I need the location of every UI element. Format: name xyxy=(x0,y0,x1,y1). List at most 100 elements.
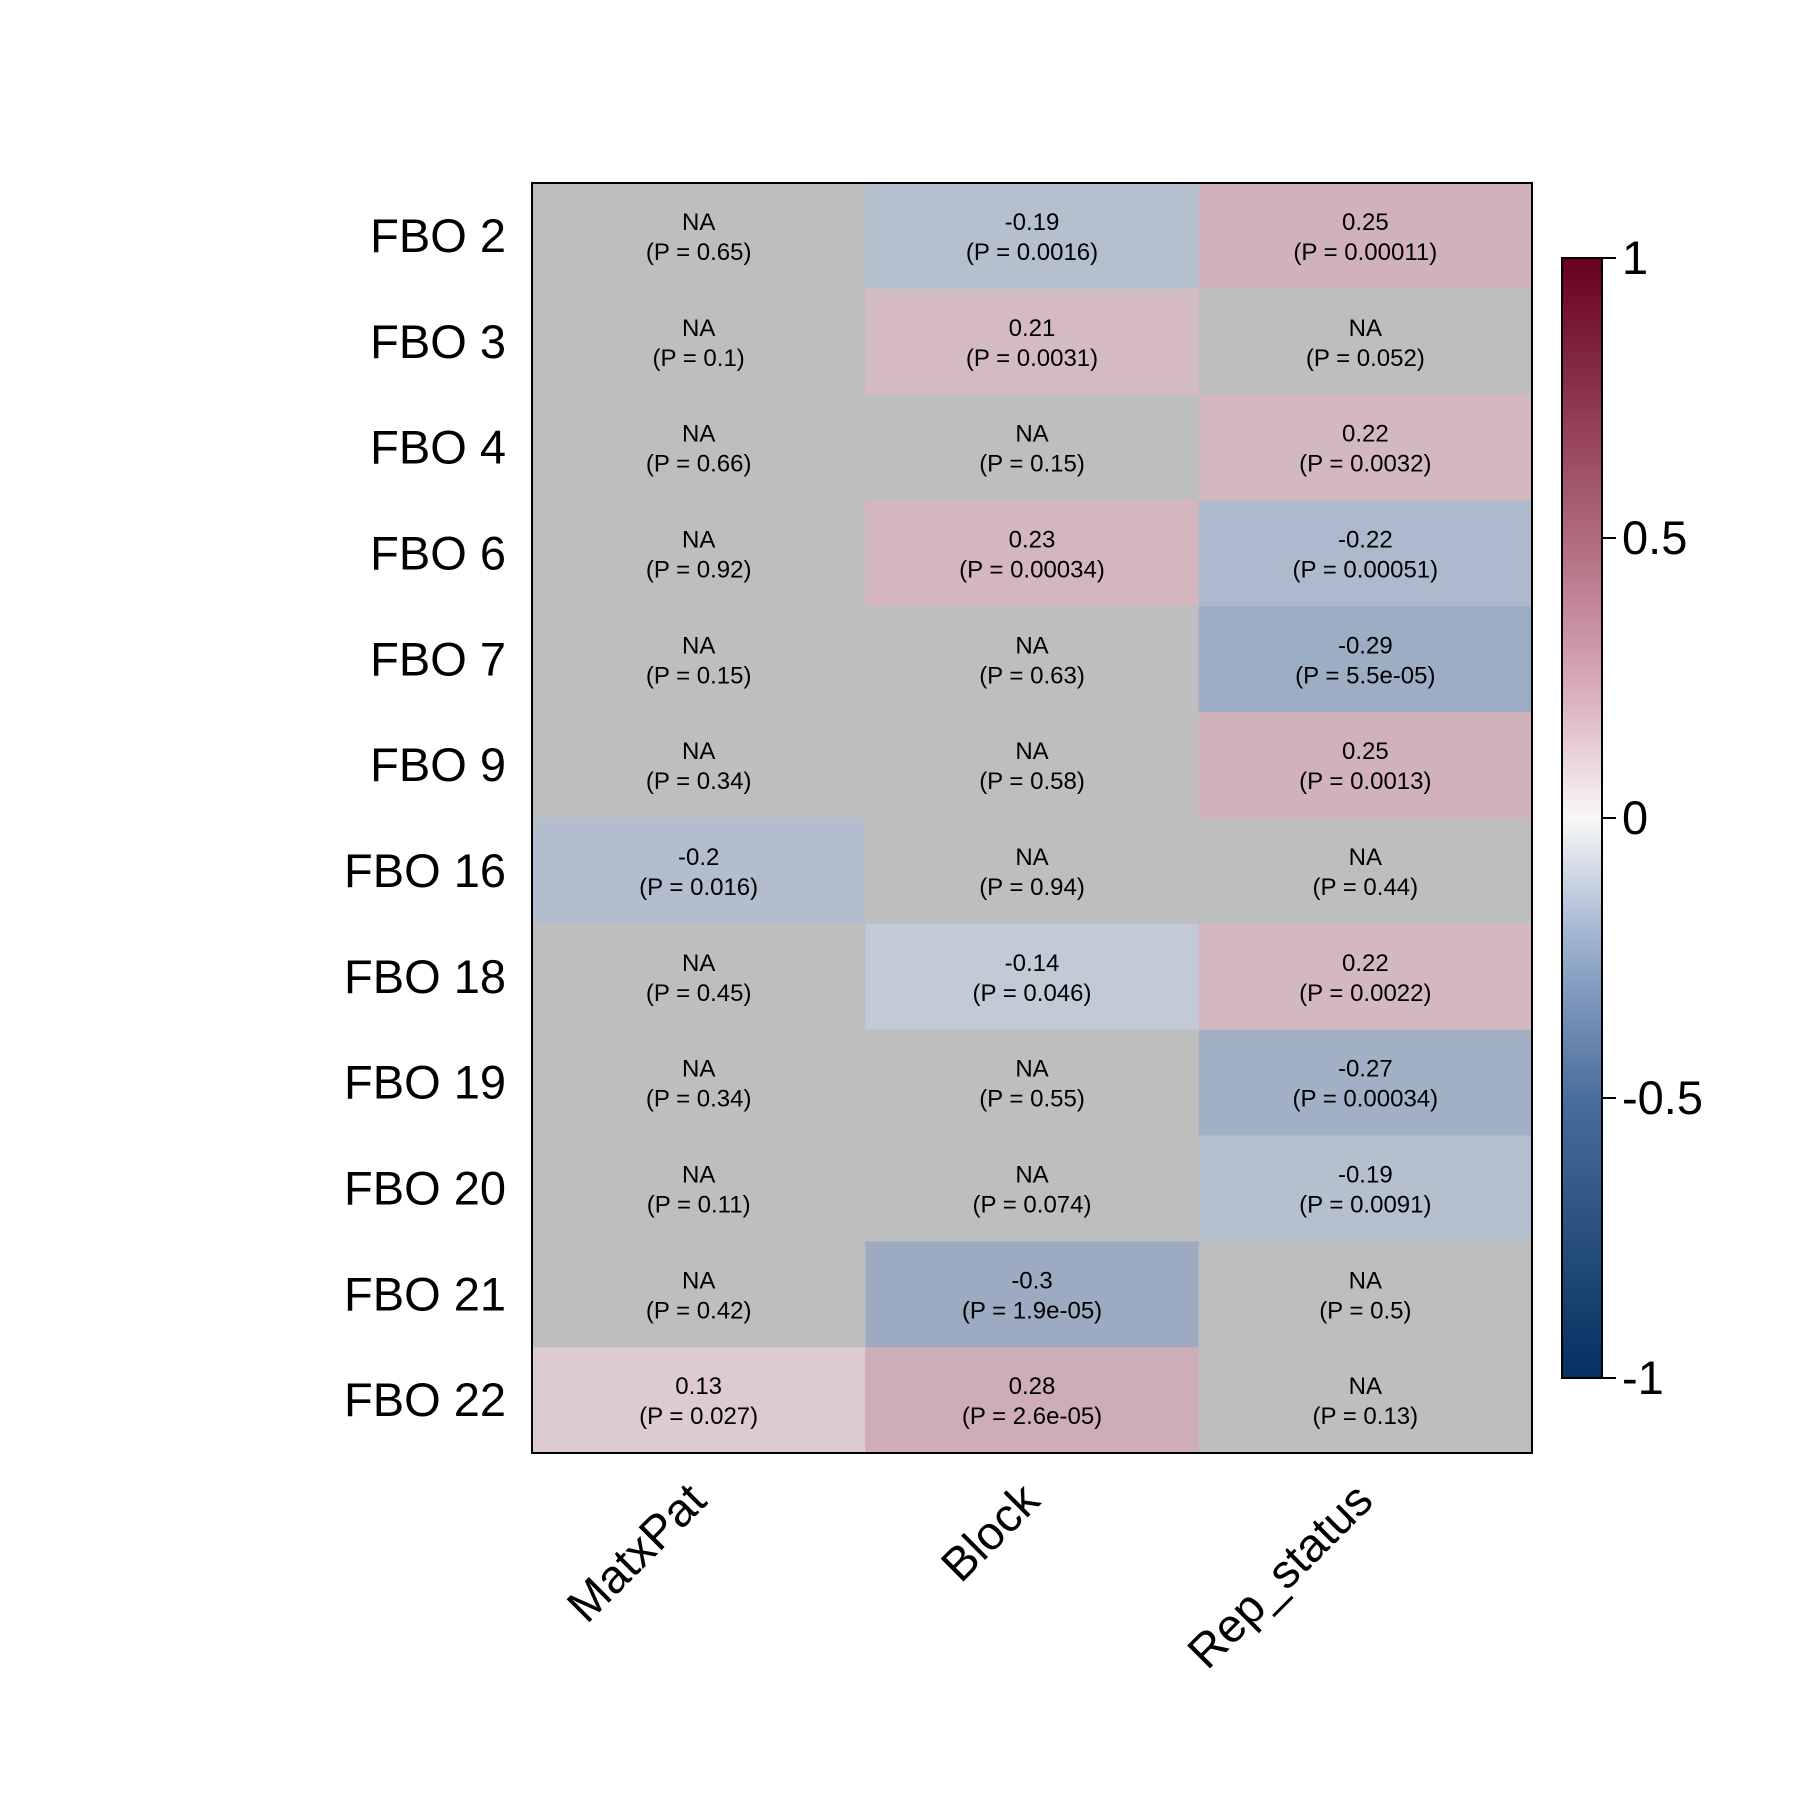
cell-pvalue-label: (P = 0.00051) xyxy=(1292,556,1438,583)
colorbar-gradient xyxy=(1561,257,1603,1379)
cell-value-label: NA xyxy=(1349,844,1382,871)
heatmap-cell xyxy=(1198,1241,1533,1348)
column-label: Rep_status xyxy=(1177,1473,1383,1679)
heatmap-cell xyxy=(865,1135,1200,1242)
cell-value-label: NA xyxy=(1015,1056,1048,1083)
heatmap-cell xyxy=(532,606,866,713)
heatmap-cell xyxy=(1198,288,1533,396)
cell-value-label: -0.29 xyxy=(1338,632,1393,659)
cell-pvalue-label: (P = 0.0016) xyxy=(966,239,1098,266)
cell-value-label: NA xyxy=(1349,1267,1382,1294)
cell-value-label: NA xyxy=(682,1267,715,1294)
row-label: FBO 19 xyxy=(344,1056,506,1109)
heatmap-cell xyxy=(1198,1347,1533,1454)
heatmap-cell xyxy=(532,1029,866,1136)
cell-value-label: NA xyxy=(682,1056,715,1083)
heatmap-cell xyxy=(1198,1135,1533,1242)
colorbar-tick-label: -1 xyxy=(1622,1351,1664,1404)
cell-value-label: 0.22 xyxy=(1342,421,1389,448)
cell-value-label: NA xyxy=(1015,421,1048,448)
cell-value-label: -0.14 xyxy=(1005,950,1060,977)
cell-value-label: 0.21 xyxy=(1009,315,1056,342)
colorbar-tick-label: -0.5 xyxy=(1622,1071,1703,1124)
cell-pvalue-label: (P = 0.44) xyxy=(1313,874,1419,901)
cell-pvalue-label: (P = 0.027) xyxy=(639,1403,758,1430)
cell-value-label: -0.22 xyxy=(1338,526,1393,553)
row-labels: FBO 2 FBO 3 FBO 4 FBO 6 FBO 7 FBO 9 FBO 16 FBO … xyxy=(344,209,506,1426)
heatmap-cell xyxy=(1198,606,1533,713)
heatmap-cell xyxy=(532,818,866,925)
cell-pvalue-label: (P = 0.55) xyxy=(979,1086,1085,1113)
cell-value-label: NA xyxy=(1015,844,1048,871)
heatmap-cell xyxy=(532,712,866,819)
heatmap-cell xyxy=(532,288,866,396)
cell-value-label: 0.13 xyxy=(675,1373,722,1400)
heatmap-cell xyxy=(865,394,1200,501)
heatmap-cell xyxy=(865,288,1200,396)
cell-value-label: NA xyxy=(1015,1161,1048,1188)
colorbar-tick-label: 1 xyxy=(1622,231,1648,284)
column-label: MatxPat xyxy=(556,1473,715,1632)
heatmap-cell xyxy=(532,1347,866,1454)
row-label: FBO 4 xyxy=(370,421,506,474)
cell-pvalue-label: (P = 0.42) xyxy=(646,1297,752,1324)
heatmap-cell xyxy=(865,712,1200,819)
cell-pvalue-label: (P = 0.45) xyxy=(646,980,752,1007)
cell-pvalue-label: (P = 0.00011) xyxy=(1293,239,1437,266)
heatmap-cell xyxy=(865,1241,1200,1348)
cell-pvalue-label: (P = 0.0031) xyxy=(966,345,1098,372)
cell-pvalue-label: (P = 0.052) xyxy=(1306,345,1425,372)
cell-pvalue-label: (P = 0.92) xyxy=(646,556,752,583)
heatmap-cell xyxy=(532,1241,866,1348)
heatmap-cell xyxy=(865,183,1200,290)
cell-value-label: NA xyxy=(682,632,715,659)
colorbar: 1 0.5 0 -0.5 -1 xyxy=(1561,231,1703,1404)
cell-value-label: NA xyxy=(682,1161,715,1188)
heatmap-cell xyxy=(865,500,1200,607)
cell-pvalue-label: (P = 0.074) xyxy=(973,1191,1092,1218)
cell-pvalue-label: (P = 0.58) xyxy=(979,768,1085,795)
cell-pvalue-label: (P = 0.34) xyxy=(646,768,752,795)
cell-pvalue-label: (P = 0.1) xyxy=(653,345,745,372)
row-label: FBO 16 xyxy=(344,844,506,897)
cell-value-label: NA xyxy=(682,950,715,977)
cell-pvalue-label: (P = 1.9e-05) xyxy=(962,1297,1102,1324)
cell-value-label: -0.3 xyxy=(1011,1267,1052,1294)
cell-pvalue-label: (P = 0.15) xyxy=(646,662,752,689)
cell-value-label: 0.23 xyxy=(1009,526,1056,553)
cell-value-label: NA xyxy=(1015,632,1048,659)
cell-pvalue-label: (P = 0.65) xyxy=(646,239,752,266)
row-label: FBO 18 xyxy=(344,950,506,1003)
row-label: FBO 22 xyxy=(344,1373,506,1426)
cell-value-label: -0.19 xyxy=(1005,209,1060,236)
heatmap-frame xyxy=(531,182,1533,1454)
heatmap-cell xyxy=(532,394,866,501)
heatmap-cell xyxy=(1198,923,1533,1031)
heatmap-cell xyxy=(1198,394,1533,501)
cell-pvalue-label: (P = 5.5e-05) xyxy=(1295,662,1435,689)
cell-pvalue-label: (P = 0.94) xyxy=(979,874,1085,901)
cell-value-label: NA xyxy=(682,421,715,448)
cell-pvalue-label: (P = 2.6e-05) xyxy=(962,1403,1102,1430)
cell-value-label: NA xyxy=(1015,738,1048,765)
cell-pvalue-label: (P = 0.13) xyxy=(1313,1403,1419,1430)
cell-value-label: -0.27 xyxy=(1338,1056,1393,1083)
cell-pvalue-label: (P = 0.63) xyxy=(979,662,1085,689)
cell-value-label: 0.25 xyxy=(1342,209,1389,236)
cell-pvalue-label: (P = 0.00034) xyxy=(959,556,1105,583)
colorbar-tick-label: 0 xyxy=(1622,791,1648,844)
heatmap-cell xyxy=(865,923,1200,1031)
heatmap-cell xyxy=(532,500,866,607)
cell-value-label: NA xyxy=(682,738,715,765)
cell-pvalue-label: (P = 0.0022) xyxy=(1299,980,1431,1007)
cell-pvalue-label: (P = 0.5) xyxy=(1319,1297,1411,1324)
heatmap-cell xyxy=(532,923,866,1031)
row-label: FBO 7 xyxy=(370,632,506,685)
heatmap-cell xyxy=(865,1029,1200,1136)
cell-pvalue-label: (P = 0.0013) xyxy=(1299,768,1431,795)
heatmap-cell xyxy=(1198,712,1533,819)
heatmap-cell xyxy=(1198,818,1533,925)
heatmap-cell xyxy=(532,183,866,290)
row-label: FBO 3 xyxy=(370,315,506,368)
